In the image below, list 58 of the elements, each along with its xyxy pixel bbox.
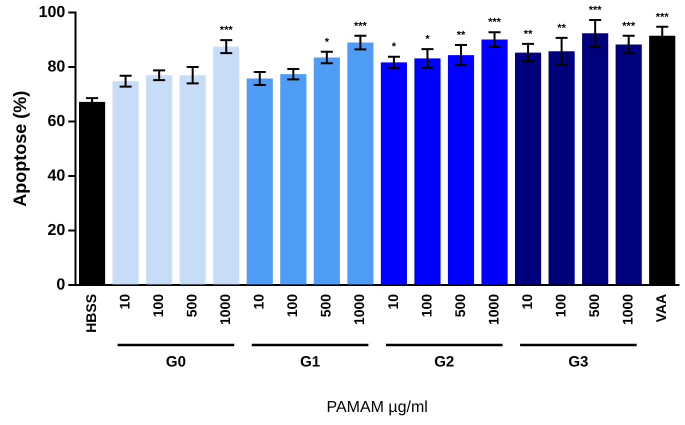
x-tick-label: 500	[318, 294, 334, 318]
data-label: ***	[220, 24, 234, 37]
y-axis-title: Apoptose (%)	[10, 90, 30, 207]
bar	[582, 33, 608, 284]
data-label: *	[392, 41, 397, 54]
bar	[280, 74, 306, 284]
y-tick-label: 100	[38, 4, 66, 22]
x-axis-title: PAMAM µg/ml	[326, 398, 428, 416]
x-tick-label: 1000	[620, 294, 636, 326]
text: G2	[434, 354, 454, 371]
bar	[380, 62, 407, 284]
data-label: ***	[354, 20, 368, 32]
x-tick-label: 500	[586, 294, 602, 318]
y-tick-label: 20	[48, 222, 66, 239]
x-tick-label: 1000	[217, 294, 234, 326]
data-label: *	[324, 36, 330, 48]
x-tick-label: 100	[150, 294, 166, 318]
bar	[180, 75, 206, 284]
x-tick-label: 10	[116, 294, 132, 310]
x-tick-label: 10	[384, 294, 401, 310]
bar	[414, 58, 441, 284]
y-tick-label: 60	[48, 112, 66, 130]
y-tick-label: 40	[48, 167, 66, 184]
bar	[616, 44, 642, 284]
y-tick-label: 80	[48, 58, 66, 76]
bar	[548, 51, 575, 284]
text: G3	[568, 354, 588, 371]
x-tick-label: VAA	[653, 294, 670, 322]
data-label: ***	[588, 4, 602, 16]
x-tick-label: 100	[552, 294, 568, 318]
bar	[112, 81, 139, 284]
text: G1	[300, 354, 320, 371]
bar	[514, 52, 542, 284]
bar	[213, 46, 240, 284]
y-tick-label: 0	[56, 276, 66, 294]
x-tick-label: 1000	[485, 294, 502, 326]
x-tick-label: 500	[452, 294, 468, 318]
x-tick-label: 500	[184, 294, 200, 318]
data-label: ***	[622, 20, 636, 32]
data-label: ***	[656, 11, 670, 24]
bar	[146, 75, 172, 284]
bar	[347, 42, 374, 284]
bar	[246, 78, 273, 284]
data-label: **	[557, 22, 567, 34]
data-label: ***	[488, 16, 502, 29]
x-tick-label: 10	[250, 294, 267, 310]
x-tick-label: 100	[284, 294, 300, 318]
x-tick-label: 100	[418, 294, 434, 318]
bar	[448, 55, 474, 284]
data-label: **	[524, 28, 534, 40]
x-tick-label: 1000	[351, 294, 368, 326]
data-label: **	[456, 30, 466, 42]
bar	[314, 58, 340, 284]
data-label: *	[425, 34, 430, 46]
x-tick-label: HBSS	[82, 294, 99, 333]
bar	[481, 40, 508, 284]
x-tick-label: 10	[518, 294, 535, 310]
text: G0	[166, 354, 186, 371]
